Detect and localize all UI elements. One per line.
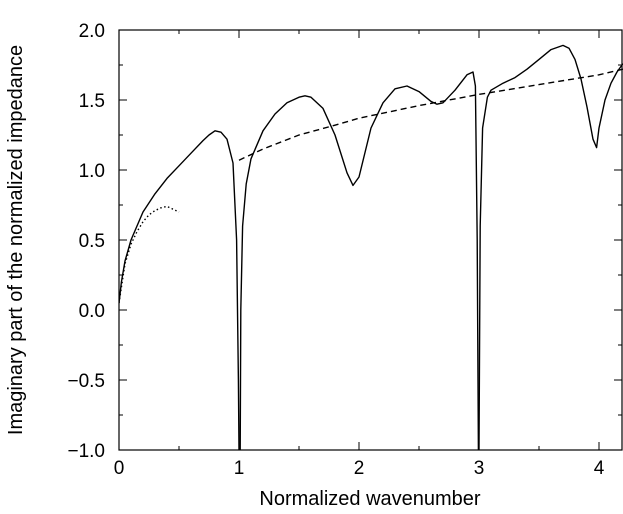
x-tick-label: 2	[354, 458, 365, 479]
y-tick-label: 0.5	[79, 231, 105, 252]
y-tick-label: −0.5	[67, 371, 105, 392]
series-solid-line	[239, 71, 480, 450]
series	[119, 44, 623, 450]
y-tick-label: 1.0	[79, 161, 105, 182]
plot-frame	[118, 29, 623, 451]
y-tick-label: 0.0	[79, 301, 105, 322]
axes: 0 1 2 3 4 −1.0 −0.5 0.0 0.5 1.0 1.5 2.0	[67, 21, 623, 479]
series-solid-line	[478, 44, 623, 450]
x-tick-label: 1	[234, 458, 245, 479]
x-tick-label: 0	[114, 458, 125, 479]
series-solid-line	[119, 130, 240, 450]
x-axis-label: Normalized wavenumber	[259, 488, 481, 510]
x-tick-label: 4	[594, 458, 605, 479]
y-tick-label: −1.0	[67, 441, 105, 462]
x-tick-label: 3	[474, 458, 485, 479]
series-dotted-line	[119, 205, 180, 304]
labels: Normalized wavenumber Imaginary part of …	[5, 45, 481, 510]
y-tick-label: 1.5	[79, 91, 105, 112]
y-axis-label: Imaginary part of the normalized impedan…	[5, 45, 27, 435]
y-tick-label: 2.0	[79, 21, 105, 42]
series-dashed-line	[238, 68, 623, 161]
